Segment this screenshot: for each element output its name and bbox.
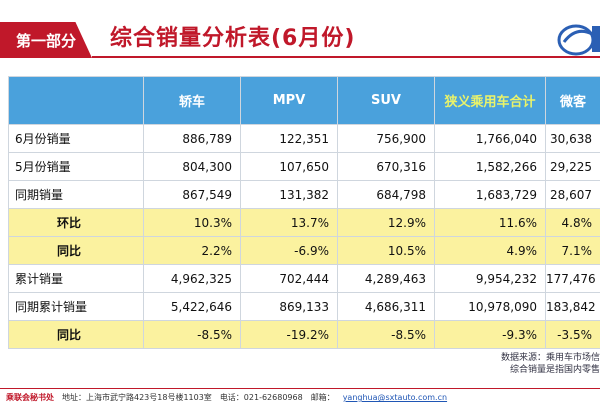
table-cell: 702,444 — [240, 264, 338, 293]
table-cell: -8.5% — [143, 320, 241, 349]
table-cell: 1,683,729 — [434, 180, 546, 209]
row-label: 累计销量 — [8, 264, 144, 293]
table-cell: 28,607 — [545, 180, 600, 209]
association-logo-icon — [557, 24, 600, 56]
footer-email-link[interactable]: yanghua@sxtauto.com.cn — [342, 393, 448, 402]
table-row: 5月份销量 804,300 107,650 670,316 1,582,266 29,22… — [8, 152, 600, 181]
footer-address: 地址：上海市武宁路423号18号楼1103室 — [62, 393, 212, 402]
table-cell: 1,582,266 — [434, 152, 546, 181]
table-cell: 4,686,311 — [337, 292, 435, 321]
table-cell: 4,289,463 — [337, 264, 435, 293]
table-cell: -9.3% — [434, 320, 546, 349]
table-cell: 10.3% — [143, 208, 241, 237]
row-label: 同比 — [8, 236, 144, 265]
section-label: 第一部分 — [0, 22, 92, 58]
table-cell: 670,316 — [337, 152, 435, 181]
table-header-row: 轿车 MPV SUV 狭义乘用车合计 微客 — [8, 76, 600, 125]
footer: 乘联会秘书处 地址：上海市武宁路423号18号楼1103室 电话：021-626… — [0, 388, 600, 406]
column-header: 轿车 — [143, 76, 241, 125]
table-cell: 131,382 — [240, 180, 338, 209]
source-note: 数据来源：乘用车市场信 综合销量是指国内零售 — [480, 352, 600, 376]
header-divider — [92, 56, 600, 58]
source-line: 综合销量是指国内零售 — [509, 365, 600, 375]
table-cell: 10.5% — [337, 236, 435, 265]
column-header: SUV — [337, 76, 435, 125]
table-cell: -19.2% — [240, 320, 338, 349]
footer-phone: 电话：021-62680968 — [219, 393, 303, 402]
footer-email-label: 邮箱： — [310, 393, 335, 402]
row-label: 5月份销量 — [8, 152, 144, 181]
page-header: 第一部分 综合销量分析表(6月份) — [0, 0, 600, 64]
table-row: 同期累计销量 5,422,646 869,133 4,686,311 10,978,09… — [8, 292, 600, 321]
table-cell: 30,638 — [545, 124, 600, 153]
row-label: 同期销量 — [8, 180, 144, 209]
column-header — [8, 76, 144, 125]
table-cell: 867,549 — [143, 180, 241, 209]
table-row: 同期销量 867,549 131,382 684,798 1,683,729 28,607 — [8, 180, 600, 209]
table-cell: -3.5% — [545, 320, 600, 349]
table-cell: 183,842 — [545, 292, 600, 321]
table-cell: 684,798 — [337, 180, 435, 209]
footer-org: 乘联会秘书处 — [6, 393, 54, 402]
table-cell: 4.9% — [434, 236, 546, 265]
table-cell: 5,422,646 — [143, 292, 241, 321]
row-label: 6月份销量 — [8, 124, 144, 153]
table-cell: -6.9% — [240, 236, 338, 265]
sales-table: 轿车 MPV SUV 狭义乘用车合计 微客 6月份销量 886,789 122,35… — [8, 76, 600, 349]
table-row: 6月份销量 886,789 122,351 756,900 1,766,040 30,63… — [8, 124, 600, 153]
column-header: MPV — [240, 76, 338, 125]
page-title: 综合销量分析表(6月份) — [110, 26, 356, 51]
table-cell: 12.9% — [337, 208, 435, 237]
table-cell: 29,225 — [545, 152, 600, 181]
table-cell: 869,133 — [240, 292, 338, 321]
table-cell: 9,954,232 — [434, 264, 546, 293]
table-cell: 4.8% — [545, 208, 600, 237]
table-cell: 4,962,325 — [143, 264, 241, 293]
table-cell: 107,650 — [240, 152, 338, 181]
table-cell: 1,766,040 — [434, 124, 546, 153]
table-cell: 756,900 — [337, 124, 435, 153]
table-cell: 2.2% — [143, 236, 241, 265]
table-row: 累计销量 4,962,325 702,444 4,289,463 9,954,232 17… — [8, 264, 600, 293]
row-label: 同比 — [8, 320, 144, 349]
table-row: 同比 2.2% -6.9% 10.5% 4.9% 7.1% — [8, 236, 600, 265]
column-header: 微客 — [545, 76, 600, 125]
table-cell: 177,476 — [545, 264, 600, 293]
row-label: 同期累计销量 — [8, 292, 144, 321]
table-cell: 886,789 — [143, 124, 241, 153]
table-cell: 122,351 — [240, 124, 338, 153]
table-cell: 804,300 — [143, 152, 241, 181]
table-row: 环比 10.3% 13.7% 12.9% 11.6% 4.8% — [8, 208, 600, 237]
table-cell: 13.7% — [240, 208, 338, 237]
table-row: 同比 -8.5% -19.2% -8.5% -9.3% -3.5% — [8, 320, 600, 349]
table-cell: 11.6% — [434, 208, 546, 237]
table-cell: -8.5% — [337, 320, 435, 349]
source-line: 数据来源：乘用车市场信 — [500, 353, 600, 363]
table-cell: 10,978,090 — [434, 292, 546, 321]
column-header: 狭义乘用车合计 — [434, 76, 546, 125]
table-cell: 7.1% — [545, 236, 600, 265]
row-label: 环比 — [8, 208, 144, 237]
